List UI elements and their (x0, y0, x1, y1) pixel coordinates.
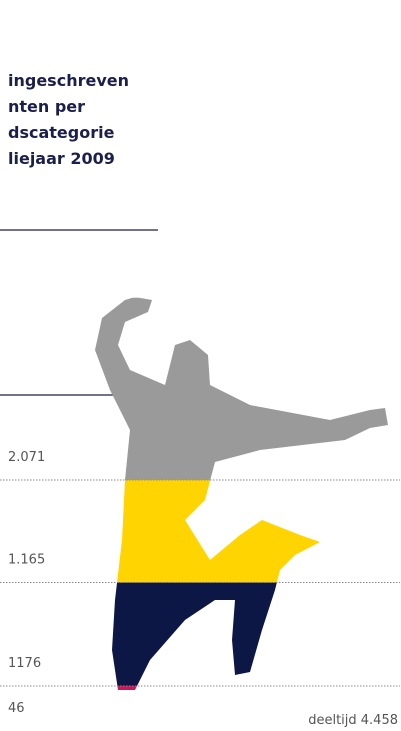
band (95, 685, 388, 690)
band (95, 297, 388, 480)
title-line: dscategorie (8, 123, 115, 142)
band (95, 582, 388, 686)
title-line: nten per (8, 97, 85, 116)
band (95, 479, 388, 583)
value-label: 1.165 (8, 552, 45, 567)
annotation: deeltijd 4.458 (308, 713, 398, 728)
value-label: 1176 (8, 656, 41, 671)
title-line: ingeschreven (8, 71, 129, 90)
title-line: liejaar 2009 (8, 149, 115, 168)
value-label: 46 (8, 701, 25, 716)
value-label: 2.071 (8, 450, 45, 465)
silhouette (95, 297, 388, 690)
